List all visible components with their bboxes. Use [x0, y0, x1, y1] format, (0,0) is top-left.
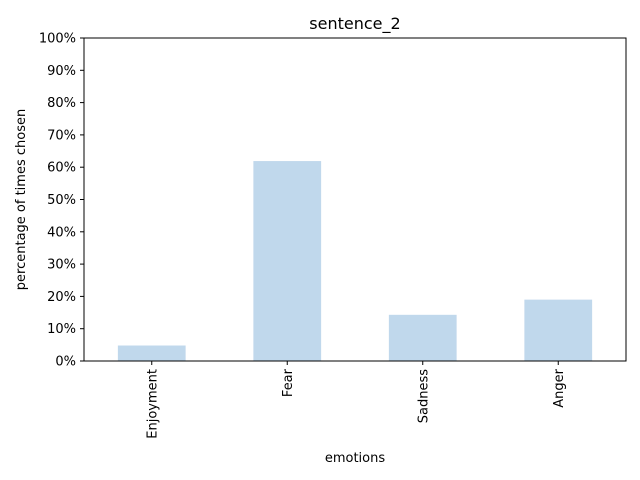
bars-group — [117, 161, 593, 361]
y-tick-label: 0% — [55, 355, 76, 370]
y-axis-label: percentage of times chosen — [14, 109, 29, 290]
bar-anger — [524, 299, 593, 361]
chart-title: sentence_2 — [309, 14, 400, 34]
x-tick-label-sadness: Sadness — [416, 369, 431, 423]
y-tick-label: 70% — [47, 128, 76, 143]
y-tick-label: 30% — [47, 258, 76, 273]
y-tick-label: 50% — [47, 193, 76, 208]
y-tick-label: 100% — [39, 32, 76, 47]
bar-fear — [253, 161, 322, 361]
y-tick-label: 10% — [47, 322, 76, 337]
x-tick-label-enjoyment: Enjoyment — [145, 369, 160, 439]
y-tick-label: 80% — [47, 96, 76, 111]
y-tick-label: 60% — [47, 161, 76, 176]
y-axis: 0% 10% 20% 30% 40% 50% 60% 70% 80% 90% 100% — [39, 32, 84, 370]
x-tick-label-fear: Fear — [281, 368, 296, 397]
bar-sadness — [388, 314, 457, 361]
y-tick-label: 20% — [47, 290, 76, 305]
bar-enjoyment — [117, 345, 186, 361]
x-axis-label: emotions — [325, 451, 386, 466]
x-axis: Enjoyment Fear Sadness Anger — [145, 361, 567, 439]
y-tick-label: 40% — [47, 225, 76, 240]
y-tick-label: 90% — [47, 64, 76, 79]
x-tick-label-anger: Anger — [552, 368, 567, 407]
